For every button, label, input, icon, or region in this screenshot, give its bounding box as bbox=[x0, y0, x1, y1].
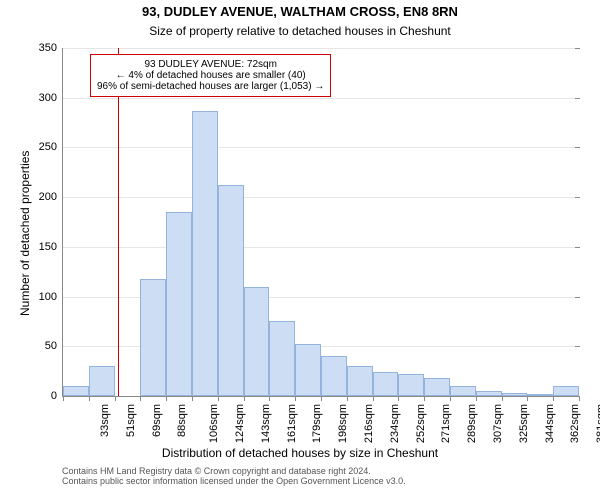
x-tick-label: 307sqm bbox=[492, 396, 504, 443]
x-tick-label: 381sqm bbox=[595, 396, 600, 443]
x-tick-mark bbox=[579, 396, 580, 401]
x-tick-label: 143sqm bbox=[260, 396, 272, 443]
x-tick-mark bbox=[398, 396, 399, 401]
y-tick-label: 200 bbox=[39, 191, 63, 203]
x-tick-mark bbox=[347, 396, 348, 401]
y-tick-mark bbox=[575, 346, 580, 347]
x-tick-mark bbox=[373, 396, 374, 401]
x-tick-mark bbox=[115, 396, 116, 401]
gridline bbox=[63, 197, 579, 198]
x-tick-mark bbox=[218, 396, 219, 401]
histogram-bar bbox=[295, 344, 321, 396]
histogram-bar bbox=[373, 372, 399, 396]
gridline bbox=[63, 147, 579, 148]
footer-line1: Contains HM Land Registry data © Crown c… bbox=[62, 466, 406, 476]
histogram-bar bbox=[244, 287, 270, 396]
y-tick-label: 100 bbox=[39, 291, 63, 303]
x-tick-label: 252sqm bbox=[415, 396, 427, 443]
histogram-bar bbox=[140, 279, 166, 396]
y-tick-mark bbox=[575, 297, 580, 298]
y-tick-label: 300 bbox=[39, 92, 63, 104]
footer-line2: Contains public sector information licen… bbox=[62, 476, 406, 486]
x-tick-label: 289sqm bbox=[466, 396, 478, 443]
histogram-bar bbox=[218, 185, 244, 396]
y-tick-label: 250 bbox=[39, 141, 63, 153]
y-axis-label: Number of detached properties bbox=[18, 151, 32, 316]
x-tick-label: 124sqm bbox=[234, 396, 246, 443]
histogram-bar bbox=[321, 356, 347, 396]
chart-title-line2: Size of property relative to detached ho… bbox=[0, 24, 600, 38]
x-tick-label: 179sqm bbox=[312, 396, 324, 443]
x-tick-mark bbox=[192, 396, 193, 401]
y-tick-label: 350 bbox=[39, 42, 63, 54]
x-tick-label: 88sqm bbox=[176, 396, 188, 437]
y-tick-label: 50 bbox=[45, 340, 63, 352]
annotation-line: ← 4% of detached houses are smaller (40) bbox=[97, 70, 324, 81]
histogram-bar bbox=[424, 378, 450, 396]
x-tick-label: 325sqm bbox=[518, 396, 530, 443]
histogram-bar bbox=[450, 386, 476, 396]
x-axis-label: Distribution of detached houses by size … bbox=[0, 446, 600, 460]
y-tick-mark bbox=[575, 48, 580, 49]
x-tick-mark bbox=[140, 396, 141, 401]
histogram-bar bbox=[89, 366, 115, 396]
x-tick-label: 33sqm bbox=[99, 396, 111, 437]
x-tick-mark bbox=[450, 396, 451, 401]
x-tick-label: 161sqm bbox=[286, 396, 298, 443]
gridline bbox=[63, 48, 579, 49]
histogram-bar bbox=[347, 366, 373, 396]
reference-line bbox=[118, 48, 119, 396]
x-tick-label: 216sqm bbox=[363, 396, 375, 443]
x-tick-mark bbox=[295, 396, 296, 401]
x-tick-mark bbox=[527, 396, 528, 401]
histogram-bar bbox=[553, 386, 579, 396]
annotation-line: 96% of semi-detached houses are larger (… bbox=[97, 81, 324, 92]
x-tick-label: 51sqm bbox=[125, 396, 137, 437]
x-tick-mark bbox=[63, 396, 64, 401]
annotation-box: 93 DUDLEY AVENUE: 72sqm← 4% of detached … bbox=[90, 54, 331, 97]
x-tick-label: 271sqm bbox=[441, 396, 453, 443]
x-tick-label: 69sqm bbox=[151, 396, 163, 437]
y-tick-mark bbox=[575, 98, 580, 99]
x-tick-mark bbox=[244, 396, 245, 401]
x-tick-mark bbox=[321, 396, 322, 401]
gridline bbox=[63, 98, 579, 99]
x-tick-label: 106sqm bbox=[208, 396, 220, 443]
y-tick-mark bbox=[575, 247, 580, 248]
y-tick-label: 150 bbox=[39, 241, 63, 253]
footer-attribution: Contains HM Land Registry data © Crown c… bbox=[62, 466, 406, 486]
chart-title-line1: 93, DUDLEY AVENUE, WALTHAM CROSS, EN8 8R… bbox=[0, 4, 600, 19]
x-tick-mark bbox=[424, 396, 425, 401]
histogram-bar bbox=[269, 321, 295, 396]
x-tick-mark bbox=[553, 396, 554, 401]
x-tick-mark bbox=[269, 396, 270, 401]
annotation-line: 93 DUDLEY AVENUE: 72sqm bbox=[97, 59, 324, 70]
x-tick-label: 198sqm bbox=[337, 396, 349, 443]
x-tick-mark bbox=[166, 396, 167, 401]
histogram-bar bbox=[63, 386, 89, 396]
x-tick-mark bbox=[502, 396, 503, 401]
x-tick-mark bbox=[476, 396, 477, 401]
x-tick-label: 362sqm bbox=[570, 396, 582, 443]
y-tick-label: 0 bbox=[51, 390, 63, 402]
x-tick-label: 234sqm bbox=[389, 396, 401, 443]
chart-plot-area: 05010015020025030035033sqm51sqm69sqm88sq… bbox=[62, 48, 579, 397]
gridline bbox=[63, 247, 579, 248]
histogram-bar bbox=[166, 212, 192, 396]
x-tick-label: 344sqm bbox=[544, 396, 556, 443]
histogram-bar bbox=[192, 111, 218, 396]
histogram-bar bbox=[398, 374, 424, 396]
y-tick-mark bbox=[575, 197, 580, 198]
x-tick-mark bbox=[89, 396, 90, 401]
y-tick-mark bbox=[575, 147, 580, 148]
